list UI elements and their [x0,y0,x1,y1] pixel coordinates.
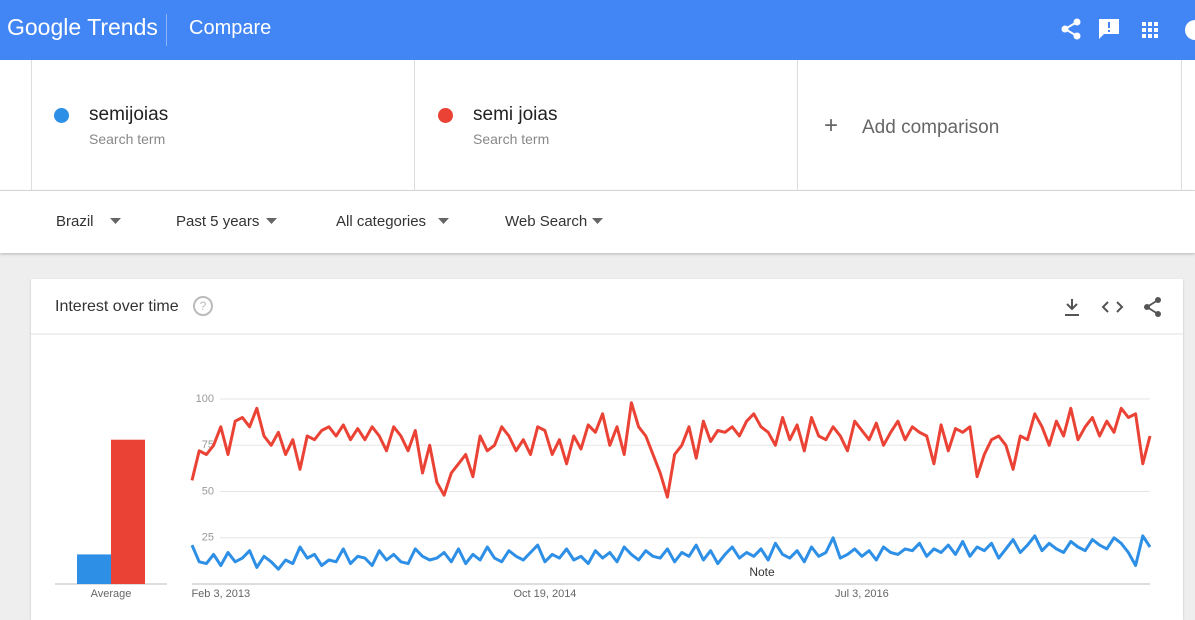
help-mark: ? [200,299,207,313]
x-tick-label: Oct 19, 2014 [513,588,576,600]
terms-bar: semijoias Search term semi joias Search … [0,60,1195,191]
divider [31,60,32,190]
account-icon[interactable] [1185,20,1195,40]
y-tick-label: 50 [202,485,214,497]
term-dot [438,108,453,123]
divider [166,14,167,46]
card-share-icon[interactable] [1144,297,1161,317]
card-icons [1065,299,1124,316]
filter-time[interactable]: Past 5 years [176,213,260,230]
add-comparison[interactable]: Add comparison [862,117,1000,138]
term-name[interactable]: semi joias [473,104,558,125]
note-label: Note [749,565,775,579]
average-label: Average [91,588,132,600]
divider [1181,60,1182,190]
feedback-icon[interactable] [1099,19,1119,39]
term-sub: Search term [473,131,550,147]
embed-icon[interactable] [1101,301,1124,313]
term-dot [54,108,69,123]
y-tick-label: 100 [196,393,214,405]
divider [414,60,415,190]
filter-category[interactable]: All categories [336,213,427,230]
apps-icon[interactable] [1142,22,1158,38]
term-name[interactable]: semijoias [89,104,169,125]
series-line [190,401,1152,499]
term-sub: Search term [89,131,166,147]
average-bar [111,439,145,584]
series-line [190,534,1152,571]
y-tick-label: 25 [202,532,214,544]
average-bar [77,554,111,584]
x-tick-label: Jul 3, 2016 [835,588,889,600]
filter-geo[interactable]: Brazil [56,213,94,230]
card-title: Interest over time [55,298,179,315]
plus-icon[interactable]: + [824,112,839,139]
filter-bar: Brazil Past 5 years All categories Web S… [0,191,1195,253]
top-bar: Google Trends Compare [0,0,1195,60]
help-icon[interactable] [193,296,213,316]
page-title: Compare [189,17,272,39]
x-tick-label: Feb 3, 2013 [191,588,250,600]
logo[interactable]: Google Trends [7,14,158,40]
filter-search[interactable]: Web Search [505,213,588,230]
share-icon[interactable] [1061,18,1081,40]
divider [797,60,798,190]
top-icons [1061,18,1195,40]
download-icon[interactable] [1065,299,1079,316]
